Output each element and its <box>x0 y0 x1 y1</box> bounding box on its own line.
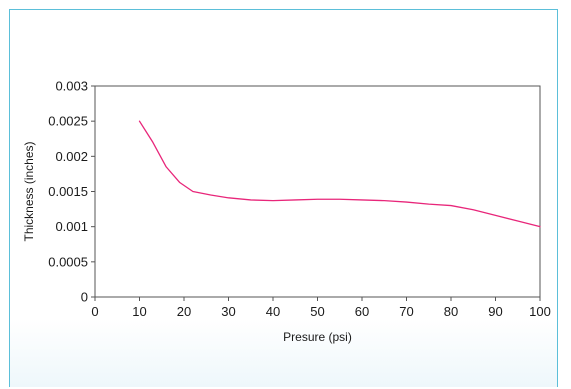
y-axis-label: Thickness (inches) <box>22 141 36 241</box>
x-tick-label: 20 <box>177 304 191 319</box>
series-line <box>138 120 541 228</box>
y-tick-label: 0 <box>81 290 88 305</box>
x-tick-label: 60 <box>355 304 369 319</box>
series-group <box>138 120 541 228</box>
x-axis-ticks: 0 10 20 30 40 50 60 70 80 90 100 <box>91 297 551 319</box>
x-tick-label: 30 <box>221 304 235 319</box>
chart-frame <box>9 9 558 387</box>
x-tick-label: 70 <box>399 304 413 319</box>
x-axis-label: Presure (psi) <box>283 330 352 344</box>
x-tick-label: 90 <box>488 304 502 319</box>
x-tick-label: 80 <box>444 304 458 319</box>
y-tick-label: 0.001 <box>55 219 88 234</box>
y-axis-ticks: 0 0.0005 0.001 0.0015 0.002 0.0025 0.003 <box>48 79 95 305</box>
y-tick-label: 0.002 <box>55 149 88 164</box>
x-tick-label: 100 <box>529 304 551 319</box>
y-tick-label: 0.0005 <box>48 254 88 269</box>
x-tick-label: 10 <box>132 304 146 319</box>
x-tick-label: 50 <box>310 304 324 319</box>
y-tick-label: 0.0015 <box>48 184 88 199</box>
x-tick-label: 40 <box>266 304 280 319</box>
plot-area-border <box>94 85 541 298</box>
x-tick-label: 0 <box>91 304 98 319</box>
y-tick-label: 0.0025 <box>48 114 88 129</box>
y-tick-label: 0.003 <box>55 79 88 94</box>
axes <box>94 85 541 298</box>
